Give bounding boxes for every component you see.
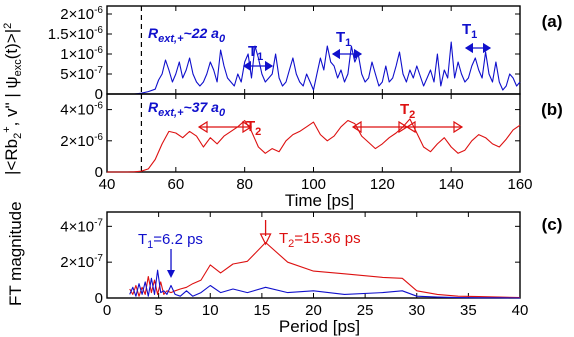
x-tick-label: 140 (439, 176, 464, 193)
panel-label: (c) (542, 215, 563, 234)
period-arrow-t1-head-right (483, 42, 492, 54)
x-tick-label: 25 (357, 302, 374, 319)
period-arrow-t1-head-right (265, 60, 274, 72)
r-ext-annotation: Rext,+~37 a0 (148, 99, 226, 119)
y-tick-label: 5×10-7 (60, 65, 103, 83)
period-arrow-t1-head-right (354, 48, 363, 60)
panel-b: 0 2×10-6 4×10-6 40 60 80 100 120 140 160 (b) Time [… (60, 93, 563, 210)
period-label-t1: T1 (462, 21, 477, 41)
period-label-t1: T1 (336, 29, 351, 49)
period-label-t1: T1 (248, 43, 263, 63)
period-label-t2: T2 (400, 101, 415, 121)
x-axis-label: Period [ps] (279, 317, 360, 336)
y-tick-label: 1.5×10-6 (48, 25, 104, 43)
x-tick-label: 0 (103, 302, 111, 319)
panel-c: 0 2×10-7 4×10-7 0 5 10 15 20 25 30 35 40 (c) Period [… (60, 211, 563, 336)
y-tick-label: 0 (95, 86, 103, 103)
t2-annotation: T2=15.36 ps (279, 230, 361, 250)
x-tick-label: 80 (236, 176, 253, 193)
x-tick-label: 35 (460, 302, 477, 319)
period-arrow-t2-head-right (398, 120, 409, 134)
x-tick-label: 60 (167, 176, 184, 193)
panel-label: (a) (542, 12, 563, 31)
y-axis-label-c: FT magnitude (6, 201, 25, 306)
period-arrow-t2-head-right (242, 120, 253, 134)
period-arrow-t1-head-left (331, 48, 340, 60)
y-tick-label: 2×10-6 (60, 132, 103, 150)
period-arrow-t2-head-left (405, 120, 416, 134)
x-axis-label: Time [ps] (285, 191, 354, 210)
panel-a: 0 5×10-7 1×10-6 1.5×10-6 2×10-6 (a) Rext,+~22 … (48, 5, 563, 103)
y-tick-label: 0 (95, 164, 103, 181)
x-tick-label: 5 (154, 302, 162, 319)
series-line-1 (129, 269, 521, 299)
y-tick-label: 0 (95, 290, 103, 307)
x-tick-label: 10 (202, 302, 219, 319)
period-arrow-t2-head-left (351, 120, 362, 134)
period-arrow-t1-head-left (464, 42, 473, 54)
y-tick-label: 2×10-7 (60, 253, 103, 271)
plot-frame (106, 211, 521, 299)
plot-frame (106, 5, 521, 95)
y-tick-label: 1×10-6 (60, 45, 103, 63)
t1-annotation: T1=6.2 ps (138, 231, 203, 251)
t1-arrow-head (167, 270, 176, 278)
period-arrow-t2-head-right (453, 120, 464, 134)
x-tick-label: 160 (507, 176, 532, 193)
y-tick-label: 2×10-6 (60, 5, 103, 23)
series-line-0 (129, 241, 521, 299)
period-arrow-t1-head-left (242, 60, 251, 72)
t2-arrow-head (259, 233, 272, 246)
period-arrow-t2-head-left (197, 120, 208, 134)
x-tick-label: 40 (99, 176, 116, 193)
y-axis-label-ab: |<Rb2+, v" | ψexc(t)>|2 (1, 23, 24, 175)
y-tick-label: 4×10-6 (60, 101, 103, 119)
x-tick-label: 40 (512, 302, 529, 319)
plot-frame (106, 93, 521, 173)
series-line-0 (107, 41, 521, 95)
panel-label: (b) (541, 100, 563, 119)
series-line-0 (107, 118, 521, 173)
x-tick-label: 20 (305, 302, 322, 319)
r-ext-annotation: Rext,+~22 a0 (148, 25, 226, 45)
x-tick-label: 120 (370, 176, 395, 193)
x-tick-label: 30 (408, 302, 425, 319)
x-tick-label: 100 (301, 176, 326, 193)
x-tick-label: 15 (254, 302, 271, 319)
y-tick-label: 4×10-7 (60, 217, 103, 235)
